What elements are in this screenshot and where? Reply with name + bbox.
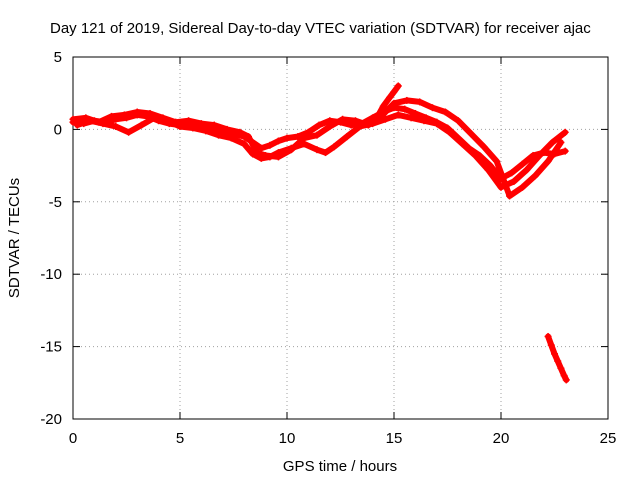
series-trace-e — [373, 82, 402, 122]
series-band — [70, 97, 564, 199]
series-trace-d — [544, 332, 570, 384]
y-tick-label: -15 — [40, 339, 62, 356]
data-series — [69, 82, 570, 384]
x-tick-label: 20 — [493, 430, 510, 447]
series-band — [70, 104, 569, 182]
chart-title: Day 121 of 2019, Sidereal Day-to-day VTE… — [50, 20, 591, 37]
x-tick-label: 5 — [176, 430, 184, 447]
series-trace-a — [69, 104, 569, 183]
x-axis-label: GPS time / hours — [283, 458, 397, 475]
axis-ticks — [72, 56, 609, 420]
y-tick-labels: 5 0 -5 -10 -15 -20 — [40, 49, 62, 428]
y-tick-label: -20 — [40, 411, 62, 428]
y-axis-label: SDTVAR / TECUs — [6, 178, 23, 298]
grid-lines — [73, 57, 608, 419]
x-tick-labels: 0 5 10 15 20 25 — [69, 430, 617, 447]
plot-frame — [72, 56, 609, 420]
x-tick-label: 25 — [600, 430, 617, 447]
x-tick-label: 0 — [69, 430, 77, 447]
y-tick-label: -10 — [40, 266, 62, 283]
y-tick-label: 0 — [54, 121, 62, 138]
series-trace-c — [69, 96, 565, 200]
x-tick-label: 10 — [279, 430, 296, 447]
x-tick-label: 15 — [386, 430, 403, 447]
y-tick-label: -5 — [49, 194, 62, 211]
y-tick-label: 5 — [54, 49, 62, 66]
